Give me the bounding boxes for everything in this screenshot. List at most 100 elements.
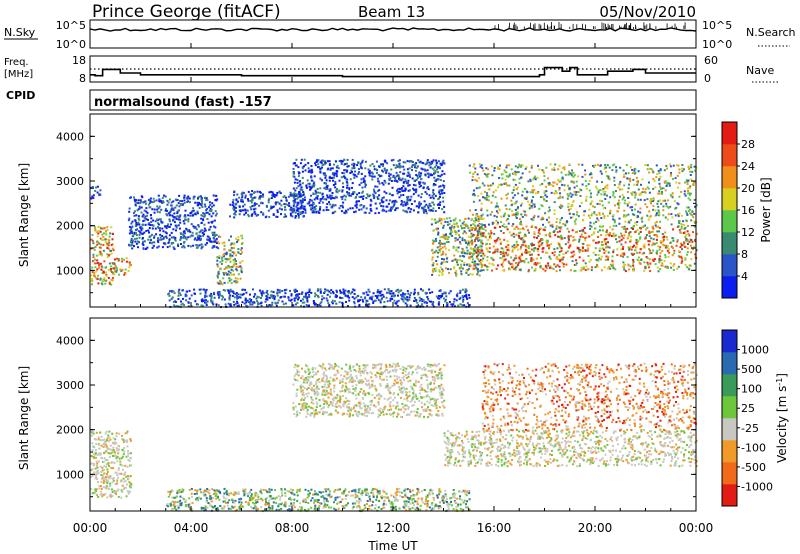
range-gate-cell	[381, 209, 384, 212]
range-gate-cell	[491, 183, 494, 186]
range-gate-cell	[473, 262, 476, 264]
range-gate-cell	[664, 180, 667, 183]
range-gate-cell	[536, 191, 539, 194]
range-gate-cell	[647, 263, 649, 266]
range-gate-cell	[461, 304, 464, 307]
range-gate-cell	[472, 172, 475, 175]
range-gate-cell	[584, 173, 587, 176]
range-gate-cell	[598, 257, 601, 260]
range-gate-cell	[206, 199, 209, 201]
range-gate-cell	[659, 175, 662, 178]
range-gate-cell	[477, 236, 480, 239]
range-gate-cell	[581, 175, 584, 178]
range-gate-cell	[261, 202, 264, 205]
range-gate-cell	[537, 235, 540, 238]
range-gate-cell	[366, 300, 369, 302]
range-gate-cell	[533, 214, 536, 217]
range-gate-cell	[410, 203, 413, 205]
range-gate-cell	[514, 172, 517, 175]
range-gate-cell	[147, 238, 150, 241]
range-gate-cell	[544, 234, 547, 237]
range-gate-cell	[232, 205, 235, 208]
range-gate-cell	[110, 243, 113, 246]
range-gate-cell	[228, 239, 231, 242]
range-gate-cell	[429, 163, 432, 166]
range-gate-cell	[134, 203, 137, 206]
range-gate-cell	[519, 237, 522, 240]
range-gate-cell	[312, 209, 315, 212]
range-gate-cell	[439, 266, 442, 269]
range-gate-cell	[210, 209, 213, 212]
range-gate-cell	[589, 195, 592, 198]
range-gate-cell	[413, 300, 416, 302]
range-gate-cell	[432, 159, 435, 162]
range-gate-cell	[265, 206, 268, 208]
range-gate-cell	[205, 299, 207, 302]
range-gate-cell	[467, 227, 470, 230]
range-gate-cell	[218, 296, 221, 299]
range-gate-cell	[235, 198, 238, 201]
range-gate-cell	[553, 192, 556, 195]
range-gate-cell	[382, 183, 385, 186]
range-gate-cell	[335, 175, 338, 178]
range-gate-cell	[252, 208, 255, 211]
range-gate-cell	[606, 215, 609, 217]
range-gate-cell	[690, 251, 693, 254]
range-gate-cell	[136, 223, 138, 226]
range-gate-cell	[341, 195, 344, 198]
range-gate-cell	[588, 189, 591, 192]
range-gate-cell	[570, 251, 573, 254]
range-gate-cell	[604, 250, 607, 253]
range-gate-cell	[657, 245, 660, 248]
range-gate-cell	[331, 192, 334, 194]
range-gate-cell	[295, 193, 297, 196]
range-gate-cell	[235, 262, 238, 265]
range-gate-cell	[537, 253, 540, 256]
range-gate-cell	[383, 301, 386, 303]
range-gate-cell	[229, 260, 232, 263]
range-gate-cell	[183, 196, 186, 199]
range-gate-cell	[520, 220, 522, 223]
range-gate-cell	[210, 240, 213, 243]
range-gate-cell	[345, 170, 348, 173]
range-gate-cell	[428, 161, 431, 164]
range-gate-cell	[542, 196, 544, 199]
range-gate-cell	[579, 269, 582, 272]
range-gate-cell	[166, 214, 169, 217]
range-gate-cell	[559, 192, 561, 195]
range-gate-cell	[364, 185, 367, 188]
range-gate-cell	[661, 250, 664, 252]
range-gate-cell	[366, 193, 369, 196]
range-gate-cell	[660, 264, 663, 267]
range-gate-cell	[236, 300, 238, 303]
range-gate-cell	[586, 244, 589, 247]
range-gate-cell	[603, 193, 606, 196]
range-gate-cell	[228, 277, 231, 280]
range-gate-cell	[472, 200, 475, 203]
range-gate-cell	[234, 293, 237, 296]
range-gate-cell	[654, 224, 657, 227]
range-gate-cell	[364, 296, 367, 299]
range-gate-cell	[157, 245, 160, 248]
range-gate-cell	[300, 299, 302, 302]
range-gate-cell	[430, 218, 433, 221]
range-gate-cell	[438, 245, 441, 248]
range-gate-cell	[518, 182, 521, 185]
range-gate-cell	[411, 164, 414, 167]
range-gate-cell	[367, 288, 370, 291]
range-gate-cell	[208, 294, 211, 297]
range-gate-cell	[496, 250, 499, 253]
range-gate-cell	[600, 172, 603, 175]
range-gate-cell	[109, 232, 112, 235]
range-gate-cell	[167, 223, 170, 226]
range-gate-cell	[402, 189, 405, 192]
range-gate-cell	[376, 291, 379, 294]
range-gate-cell	[640, 183, 642, 186]
range-gate-cell	[588, 235, 591, 238]
range-tick-label: 1000	[56, 264, 84, 277]
range-gate-cell	[362, 177, 365, 180]
range-gate-cell	[530, 243, 533, 246]
range-gate-cell	[570, 174, 573, 176]
range-gate-cell	[591, 200, 594, 203]
range-gate-cell	[566, 197, 569, 200]
